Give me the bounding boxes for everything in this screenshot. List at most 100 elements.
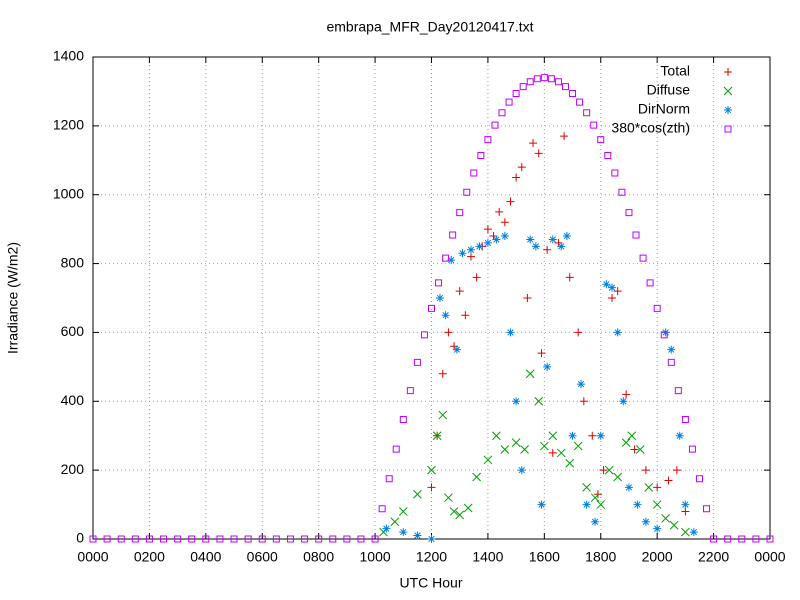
- data-point: [399, 416, 407, 424]
- x-tick-label: 1400: [472, 549, 503, 565]
- data-point: [483, 455, 493, 465]
- x-tick-label: 1600: [529, 549, 560, 565]
- data-point: [621, 438, 631, 447]
- data-point: [472, 472, 481, 482]
- data-point: [543, 362, 552, 371]
- y-tick-label: 1000: [53, 185, 84, 201]
- data-point: [590, 121, 598, 129]
- data-point: [413, 489, 422, 499]
- data-point: [596, 500, 606, 509]
- data-point: [427, 535, 436, 543]
- data-point: [633, 500, 642, 509]
- data-point: [286, 535, 294, 543]
- data-point: [398, 507, 408, 516]
- data-point: [526, 235, 535, 244]
- data-point: [442, 254, 450, 262]
- data-point: [444, 493, 453, 503]
- data-point: [596, 431, 605, 440]
- legend-marker: [723, 86, 733, 96]
- data-point: [652, 500, 662, 509]
- y-tick-label: 600: [61, 323, 85, 339]
- data-point: [627, 431, 637, 441]
- data-point: [390, 517, 400, 527]
- data-point: [461, 311, 470, 320]
- data-point: [441, 311, 450, 320]
- data-point: [653, 304, 661, 312]
- data-point: [608, 294, 617, 302]
- data-point: [449, 507, 459, 516]
- data-point: [703, 505, 711, 513]
- data-point: [484, 136, 492, 144]
- data-point: [576, 98, 584, 106]
- data-point: [611, 169, 619, 177]
- data-point: [371, 535, 379, 543]
- data-point: [539, 441, 549, 451]
- data-point: [568, 431, 577, 440]
- y-tick-label: 1200: [53, 117, 84, 133]
- data-point: [483, 225, 492, 234]
- data-point: [667, 345, 676, 354]
- data-point: [554, 78, 562, 86]
- data-point: [548, 235, 557, 244]
- data-point: [512, 89, 520, 97]
- data-point: [506, 328, 515, 337]
- data-point: [548, 431, 558, 441]
- data-point: [618, 188, 626, 196]
- data-point: [466, 252, 475, 261]
- data-point: [89, 535, 97, 543]
- data-point: [413, 358, 421, 366]
- data-point: [681, 500, 690, 509]
- data-point: [557, 242, 566, 251]
- data-point: [406, 387, 414, 395]
- data-point: [301, 535, 309, 543]
- y-tick-label: 1400: [53, 48, 84, 64]
- data-point: [392, 445, 400, 453]
- data-point: [477, 151, 485, 159]
- data-point: [613, 472, 623, 482]
- data-point: [329, 535, 337, 543]
- data-point: [531, 242, 540, 251]
- data-point: [644, 483, 654, 492]
- data-point: [343, 535, 351, 543]
- legend-label: DirNorm: [638, 101, 690, 117]
- data-point: [435, 279, 443, 287]
- data-point: [664, 476, 673, 485]
- data-point: [216, 535, 224, 543]
- y-tick-label: 400: [61, 392, 85, 408]
- data-point: [619, 397, 628, 406]
- data-point: [724, 535, 732, 543]
- legend-marker: [724, 68, 732, 76]
- data-point: [435, 294, 444, 302]
- data-point: [244, 535, 252, 543]
- data-point: [160, 535, 168, 543]
- data-point: [548, 448, 557, 457]
- data-point: [597, 136, 605, 144]
- data-point: [688, 445, 696, 453]
- data-point: [672, 466, 681, 475]
- x-tick-label: 1800: [585, 549, 616, 565]
- data-point: [456, 209, 464, 217]
- data-point: [574, 328, 583, 337]
- data-point: [582, 500, 591, 509]
- data-point: [517, 466, 526, 475]
- data-point: [444, 328, 453, 337]
- data-point: [523, 294, 532, 302]
- data-point: [752, 535, 760, 543]
- data-point: [438, 369, 447, 378]
- data-point: [500, 232, 509, 241]
- y-tick-label: 0: [76, 530, 84, 546]
- data-point: [562, 232, 571, 241]
- data-point: [492, 235, 501, 244]
- data-point: [635, 445, 645, 454]
- data-point: [258, 535, 266, 543]
- data-point: [385, 475, 393, 483]
- data-point: [577, 380, 586, 389]
- data-point: [500, 445, 510, 454]
- data-point: [463, 503, 473, 513]
- x-tick-label: 0800: [303, 549, 334, 565]
- data-point: [202, 535, 210, 543]
- data-point: [625, 209, 633, 217]
- data-point: [525, 369, 535, 379]
